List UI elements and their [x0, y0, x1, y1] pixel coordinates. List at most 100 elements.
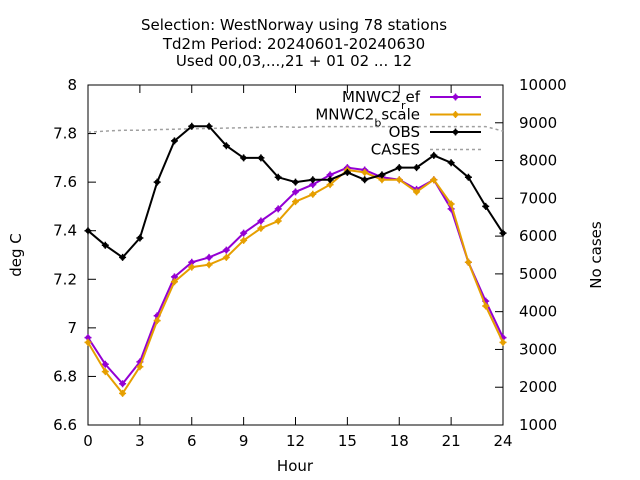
- x-tick-label: 9: [239, 432, 249, 450]
- data-point-marker-mnwc2ref: [258, 218, 264, 224]
- data-point-marker-obs: [500, 230, 506, 236]
- data-point-marker-obs: [327, 177, 333, 183]
- y-tick-label: 7.8: [53, 125, 77, 143]
- data-point-marker-mnwc2bscale: [310, 191, 316, 197]
- data-point-marker-obs: [413, 164, 420, 171]
- data-point-marker-mnwc2bscale: [171, 279, 178, 285]
- y2-tick-label: 5000: [519, 265, 557, 283]
- y2-tick-label: 9000: [519, 114, 557, 132]
- data-point-marker-mnwc2bscale: [154, 317, 160, 324]
- data-point-marker-mnwc2bscale: [85, 339, 91, 346]
- data-point-marker-obs: [448, 160, 454, 166]
- data-point-marker-mnwc2bscale: [119, 390, 126, 397]
- legend-marker-dot-obs: [452, 129, 459, 135]
- data-point-marker-mnwc2ref: [85, 334, 91, 341]
- data-point-marker-obs: [223, 143, 229, 149]
- data-point-marker-mnwc2bscale: [396, 177, 402, 183]
- data-point-marker-obs: [189, 123, 195, 129]
- y2-tick-label: 2000: [519, 378, 557, 396]
- data-point-marker-obs: [310, 177, 316, 183]
- data-point-marker-obs: [483, 203, 489, 210]
- data-point-marker-obs: [137, 235, 143, 241]
- legend-label-mnwc2bscale: MNWC2bscale: [315, 106, 420, 130]
- data-point-marker-obs: [102, 242, 108, 248]
- legend-label-obs: OBS: [389, 123, 420, 141]
- chart-title: Selection: WestNorway using 78 stations …: [141, 16, 447, 70]
- x-axis-label: Hour: [277, 457, 314, 475]
- data-point-marker-mnwc2ref: [223, 247, 229, 253]
- title-line-1: Selection: WestNorway using 78 stations: [141, 16, 447, 34]
- data-point-marker-mnwc2bscale: [379, 177, 385, 183]
- y2-tick-label: 10000: [519, 76, 567, 94]
- x-tick-label: 0: [83, 432, 93, 450]
- data-point-marker-mnwc2bscale: [413, 189, 420, 195]
- data-point-marker-obs: [119, 254, 126, 261]
- title-line-2: Td2m Period: 20240601-20240630: [162, 35, 425, 53]
- x-tick-label: 21: [442, 432, 461, 450]
- data-point-marker-obs: [85, 228, 91, 234]
- data-point-marker-mnwc2ref: [275, 206, 281, 212]
- plot-frame: [87, 84, 504, 426]
- x-tick-label: 18: [390, 432, 409, 450]
- data-point-marker-mnwc2bscale: [483, 303, 489, 309]
- series-mnwc2ref: [84, 164, 507, 388]
- data-point-marker-obs: [344, 169, 350, 176]
- data-point-marker-mnwc2bscale: [223, 254, 229, 261]
- legend-label-mnwc2ref: MNWC2ref: [342, 88, 421, 112]
- data-point-marker-obs: [154, 179, 160, 185]
- legend-label-cases: CASES: [371, 141, 420, 159]
- data-point-marker-mnwc2bscale: [500, 339, 506, 346]
- data-point-marker-obs: [431, 152, 437, 159]
- series-obs: [84, 122, 507, 261]
- y-axis-right: 1000 2000 3000 4000 5000 6000 7000 8000 9000 1000…: [495, 76, 567, 434]
- y-tick-label: 7.4: [53, 222, 77, 240]
- data-point-marker-obs: [206, 123, 212, 129]
- data-point-marker-obs: [465, 174, 472, 180]
- data-point-marker-mnwc2ref: [189, 259, 195, 265]
- data-point-marker-mnwc2bscale: [258, 225, 264, 231]
- y2-axis-label: No cases: [587, 221, 605, 289]
- x-axis: 0 3 6 9 12 15 18 21 24: [83, 85, 513, 450]
- data-point-marker-mnwc2bscale: [137, 364, 143, 370]
- y2-tick-label: 3000: [519, 340, 557, 358]
- series-mnwc2bscale: [84, 166, 507, 397]
- data-point-marker-mnwc2ref: [327, 172, 333, 178]
- data-point-marker-mnwc2bscale: [275, 218, 281, 224]
- data-point-marker-mnwc2bscale: [102, 368, 108, 375]
- x-tick-label: 3: [135, 432, 145, 450]
- legend-marker-dot-mnwc2bscale: [452, 111, 459, 118]
- data-point-marker-mnwc2ref: [102, 361, 108, 367]
- x-tick-label: 6: [187, 432, 197, 450]
- y2-tick-label: 6000: [519, 227, 557, 245]
- x-tick-label: 12: [286, 432, 305, 450]
- y-tick-label: 6.6: [53, 416, 77, 434]
- x-tick-label: 24: [493, 432, 512, 450]
- data-point-marker-mnwc2bscale: [241, 237, 247, 244]
- data-point-marker-mnwc2ref: [171, 274, 178, 280]
- y2-tick-label: 4000: [519, 303, 557, 321]
- data-point-marker-obs: [396, 164, 402, 171]
- y-tick-label: 8: [67, 76, 77, 94]
- y-tick-label: 6.8: [53, 367, 77, 385]
- data-point-marker-mnwc2ref: [241, 230, 247, 236]
- title-line-3: Used 00,03,...,21 + 01 02 ... 12: [176, 52, 412, 70]
- data-point-marker-obs: [292, 179, 299, 185]
- data-point-marker-obs: [241, 155, 247, 161]
- y-axis-left: 6.6 6.8 7 7.2 7.4 7.6 7.8 8: [53, 76, 96, 434]
- y-axis-label: deg C: [7, 233, 25, 277]
- y-tick-label: 7.2: [53, 270, 77, 288]
- data-point-marker-mnwc2bscale: [327, 181, 333, 188]
- y2-tick-label: 7000: [519, 189, 557, 207]
- legend-marker-dot-mnwc2ref: [452, 94, 459, 100]
- data-point-marker-obs: [171, 138, 178, 144]
- series-layer: [84, 122, 507, 397]
- y2-tick-label: 8000: [519, 152, 557, 170]
- data-point-marker-mnwc2bscale: [465, 259, 472, 265]
- data-point-marker-mnwc2ref: [292, 189, 299, 195]
- y-tick-label: 7.6: [53, 173, 77, 191]
- y2-tick-label: 1000: [519, 416, 557, 434]
- data-point-marker-mnwc2bscale: [448, 201, 454, 207]
- data-point-marker-mnwc2bscale: [189, 264, 195, 270]
